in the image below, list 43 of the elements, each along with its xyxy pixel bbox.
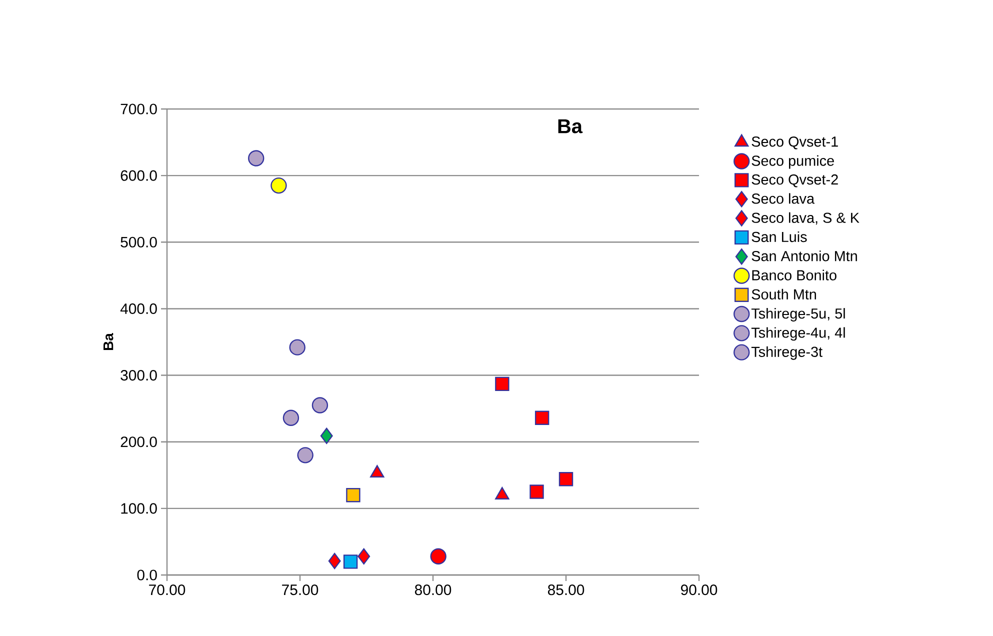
point [430,548,446,564]
x-tick-label: 85.00 [548,584,584,596]
chart-title: Ba [558,119,583,134]
y-tick-label: 500.0 [120,236,157,248]
point [248,150,264,166]
y-tick-label: 600.0 [120,170,157,181]
point [558,472,574,486]
legend-label: Seco pumice [752,155,834,169]
legend-label: Seco Qvset-1 [752,136,838,150]
point [289,339,306,356]
legend-label: Tshirege-4u, 4l [751,327,845,341]
point [358,548,370,564]
point [320,428,333,444]
point [297,447,314,464]
legend-label: Seco lava, S & K [752,212,860,225]
y-tick-label: 0.0 [137,570,157,580]
x-tick-label: 75.00 [282,584,318,596]
legend-label: Tshirege-3t [751,346,822,360]
point [534,410,550,425]
y-tick-label: 300.0 [120,370,157,381]
legend-label: San Antonio Mtn [752,250,857,262]
y-tick-label: 700.0 [120,104,157,114]
legend-label: Banco Bonito [752,270,836,280]
point [282,410,300,426]
legend-label: South Mtn [752,288,816,300]
point [328,552,341,570]
point [495,376,510,392]
legend-label: San Luis [752,231,807,242]
legend-label: Seco lava [752,193,815,204]
point [270,177,287,194]
legend-label: Tshirege-5u, 5l [751,308,845,322]
y-tick-label: 200.0 [120,436,157,448]
point [343,554,358,569]
x-tick-label: 70.00 [149,584,186,596]
legend-label: Seco Qvset-2 [752,174,838,188]
point [346,488,360,502]
point [312,397,328,414]
y-tick-label: 400.0 [120,303,157,314]
point [530,484,544,499]
x-tick-label: 90.00 [681,584,718,596]
x-tick-label: 80.00 [414,584,452,596]
y-axis-title: Ba [104,333,114,350]
y-tick-label: 100.0 [121,503,157,514]
